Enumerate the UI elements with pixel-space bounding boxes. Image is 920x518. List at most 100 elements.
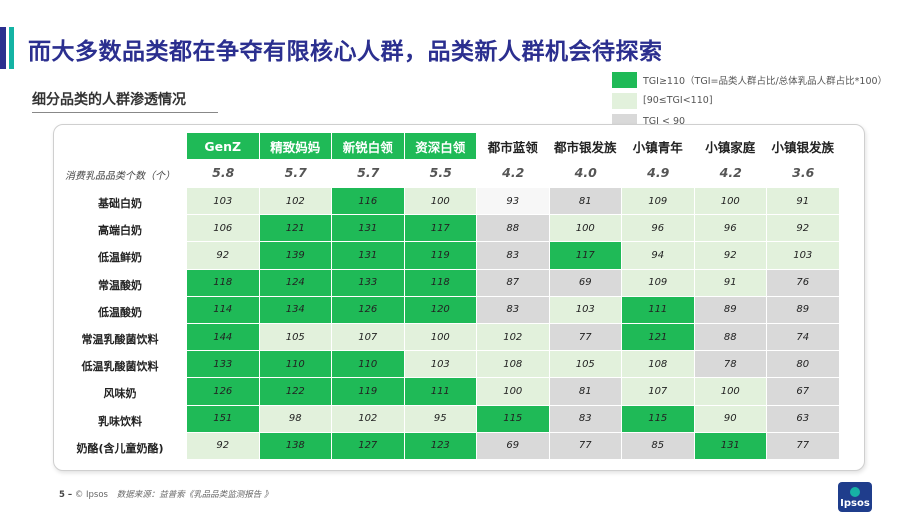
table-cell: 122	[259, 378, 331, 405]
table-cell: 107	[622, 378, 694, 405]
table-cell: 69	[477, 432, 549, 459]
row-label-0: 基础白奶	[98, 197, 142, 210]
count-value-3: 5.5	[429, 165, 452, 180]
title-accent-bar-teal	[9, 27, 14, 69]
row-label-6: 低温乳酸菌饮料	[81, 360, 159, 374]
count-value-5: 4.0	[574, 165, 597, 180]
page-number: 5 –	[59, 490, 73, 500]
column-header-5: 都市银发族	[553, 139, 617, 155]
table-cell: 103	[187, 188, 259, 215]
table-cell: 69	[549, 269, 621, 296]
table-cell: 80	[767, 351, 839, 378]
table-cell: 83	[477, 296, 549, 323]
section-subtitle: 细分品类的人群渗透情况	[32, 92, 186, 108]
table-cell: 115	[622, 405, 694, 432]
legend-swatch-mid	[612, 92, 637, 109]
table-cell: 102	[259, 188, 331, 215]
table-cell: 105	[549, 351, 621, 378]
table-cell: 108	[622, 351, 694, 378]
table-cell: 102	[477, 324, 549, 351]
table-cell: 106	[187, 215, 259, 242]
table-cell: 110	[332, 351, 404, 378]
row-label-4: 低温酸奶	[98, 305, 142, 319]
table-cell: 105	[259, 324, 331, 351]
column-header-3: 资深白领	[404, 133, 476, 159]
column-header-2: 新锐白领	[332, 133, 404, 159]
data-source: 数据来源：益普索《乳品品类监测报告 》	[116, 490, 273, 500]
table-cell: 96	[694, 215, 766, 242]
count-value-7: 4.2	[719, 165, 742, 180]
table-cell: 109	[622, 188, 694, 215]
legend-label-low: TGI < 90	[643, 116, 686, 127]
table-cell: 100	[404, 188, 476, 215]
table-cell: 111	[622, 296, 694, 323]
column-header-8: 小镇银发族	[771, 139, 834, 155]
column-header-4: 都市蓝领	[487, 139, 538, 155]
table-cell: 89	[767, 296, 839, 323]
table-cell: 88	[477, 215, 549, 242]
table-cell: 67	[767, 378, 839, 405]
row-label-7: 风味奶	[103, 387, 137, 401]
table-cell: 95	[404, 405, 476, 432]
table-cell: 100	[694, 378, 766, 405]
table-cell: 88	[694, 324, 766, 351]
count-value-4: 4.2	[502, 165, 525, 180]
row-label-2: 低温鲜奶	[98, 251, 142, 265]
table-cell: 77	[549, 324, 621, 351]
table-cell: 126	[332, 296, 404, 323]
legend-label-high: TGI≥110（TGI=品类人群占比/总体乳品人群占比*100）	[643, 75, 888, 87]
count-value-0: 5.8	[212, 165, 235, 180]
table-cell: 93	[477, 188, 549, 215]
table-cell: 76	[767, 269, 839, 296]
count-row-label: 消费乳品品类个数（个）	[65, 171, 175, 182]
table-cell: 85	[622, 432, 694, 459]
table-cell: 131	[332, 215, 404, 242]
table-cell: 81	[549, 188, 621, 215]
table-cell: 92	[187, 242, 259, 269]
table-cell: 98	[259, 405, 331, 432]
legend-item-mid: [90≤TGI<110]	[612, 91, 887, 110]
table-cell: 120	[404, 296, 476, 323]
table-cell: 117	[549, 242, 621, 269]
table-cell: 102	[332, 405, 404, 432]
table-cell: 96	[622, 215, 694, 242]
legend-swatch-high	[612, 71, 637, 88]
table-cell: 81	[549, 378, 621, 405]
table-cell: 133	[332, 269, 404, 296]
table-cell: 89	[694, 296, 766, 323]
row-label-1: 高端白奶	[98, 224, 142, 238]
ipsos-logo: Ipsos	[838, 482, 872, 512]
count-value-8: 3.6	[792, 165, 815, 180]
table-cell: 111	[404, 378, 476, 405]
table-cell: 100	[404, 324, 476, 351]
table-cell: 107	[332, 324, 404, 351]
row-label-8: 乳味饮料	[98, 414, 142, 428]
table-cell: 100	[694, 188, 766, 215]
table-cell: 83	[477, 242, 549, 269]
table-cell: 77	[549, 432, 621, 459]
table-cell: 131	[332, 242, 404, 269]
table-cell: 126	[187, 378, 259, 405]
table-cell: 74	[767, 324, 839, 351]
table-cell: 87	[477, 269, 549, 296]
table-cell: 134	[259, 296, 331, 323]
count-value-2: 5.7	[357, 165, 380, 180]
table-cell: 117	[404, 215, 476, 242]
table-cell: 103	[767, 242, 839, 269]
table-cell: 100	[477, 378, 549, 405]
row-label-3: 常温酸奶	[98, 278, 142, 292]
table-cell: 144	[187, 324, 259, 351]
table-cell: 78	[694, 351, 766, 378]
table-cell: 121	[622, 324, 694, 351]
count-value-1: 5.7	[284, 165, 307, 180]
logo-dot	[850, 487, 860, 497]
table-cell: 121	[259, 215, 331, 242]
table-cell: 92	[694, 242, 766, 269]
page-title: 而大多数品类都在争夺有限核心人群，品类新人群机会待探索	[28, 39, 663, 65]
copyright: © Ipsos	[74, 490, 108, 500]
table-cell: 131	[694, 432, 766, 459]
table-cell: 139	[259, 242, 331, 269]
column-header-0: GenZ	[187, 133, 259, 159]
table-cell: 108	[477, 351, 549, 378]
table-cell: 115	[477, 405, 549, 432]
